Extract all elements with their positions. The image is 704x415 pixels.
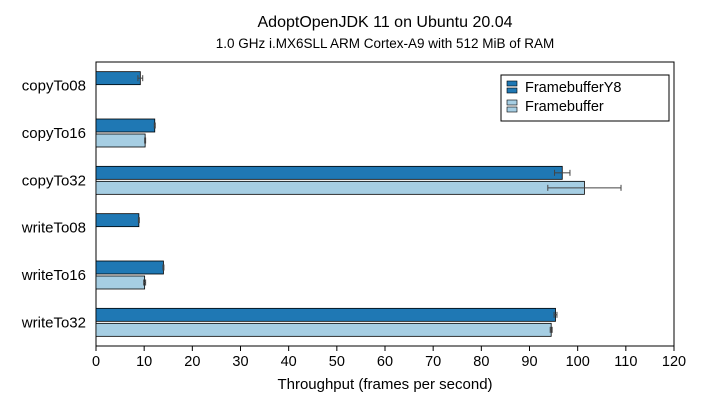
legend: FramebufferY8 Framebuffer (500, 74, 670, 122)
error-bar-framebuffery8-copyto32 (554, 169, 571, 176)
legend-swatch (506, 87, 518, 94)
bars (95, 71, 585, 337)
error-bar-framebuffery8-writeto16 (162, 264, 165, 271)
x-tick-label: 120 (662, 354, 686, 370)
bar-framebuffer-copyto16 (95, 133, 146, 148)
error-bar-framebuffery8-writeto08 (137, 217, 140, 224)
x-tick-label: 90 (521, 354, 537, 370)
legend-label: Framebuffer (525, 99, 604, 115)
error-bar-framebuffery8-writeto32 (553, 311, 558, 318)
bar-framebuffery8-copyto32 (95, 165, 563, 180)
category-label: writeTo16 (21, 267, 86, 284)
bar-framebuffery8-writeto08 (95, 213, 140, 228)
bar-framebuffer-writeto16 (95, 275, 146, 290)
bar-framebuffer-writeto32 (95, 322, 552, 337)
error-bar-framebuffer-writeto32 (549, 326, 553, 333)
error-bar-framebuffery8-copyto08 (137, 75, 144, 82)
error-bar-framebuffery8-copyto16 (153, 122, 156, 129)
x-axis-label: Throughput (frames per second) (277, 376, 492, 393)
legend-swatch (506, 106, 518, 113)
x-axis-ticks: 0 10 20 30 40 50 60 70 80 90 100 110 120 (92, 346, 686, 370)
legend-swatch (506, 99, 518, 106)
chart-subtitle: 1.0 GHz i.MX6SLL ARM Cortex-A9 with 512 … (216, 36, 555, 51)
category-label: copyTo08 (22, 78, 86, 95)
x-tick-label: 100 (566, 354, 590, 370)
chart-title: AdoptOpenJDK 11 on Ubuntu 20.04 (258, 14, 513, 31)
error-bar-framebuffer-copyto16 (144, 137, 147, 144)
category-label: writeTo08 (21, 220, 86, 237)
legend-label: FramebufferY8 (525, 80, 621, 96)
x-tick-label: 70 (425, 354, 441, 370)
bar-framebuffer-copyto32 (95, 180, 585, 195)
x-tick-label: 30 (232, 354, 248, 370)
x-tick-label: 0 (92, 354, 100, 370)
bar-framebuffery8-copyto16 (95, 118, 156, 133)
bar-framebuffery8-writeto32 (95, 307, 556, 322)
x-tick-label: 80 (473, 354, 489, 370)
x-tick-label: 50 (329, 354, 345, 370)
x-tick-label: 10 (136, 354, 152, 370)
bar-framebuffery8-writeto16 (95, 260, 164, 275)
x-tick-label: 20 (184, 354, 200, 370)
x-tick-label: 110 (614, 354, 637, 370)
bar-framebuffery8-copyto08 (95, 71, 141, 86)
error-bar-framebuffer-writeto16 (143, 279, 147, 286)
legend-box (500, 74, 670, 122)
error-bar-framebuffer-copyto32 (547, 184, 622, 191)
category-label: writeTo32 (21, 314, 86, 331)
x-tick-label: 40 (281, 354, 297, 370)
x-tick-label: 60 (377, 354, 393, 370)
category-label: copyTo32 (22, 172, 86, 189)
category-label: copyTo16 (22, 125, 86, 142)
legend-swatch (506, 80, 518, 87)
category-labels: copyTo08 copyTo16 copyTo32 writeTo08 writeTo… (21, 78, 86, 332)
error-bars (137, 75, 622, 333)
